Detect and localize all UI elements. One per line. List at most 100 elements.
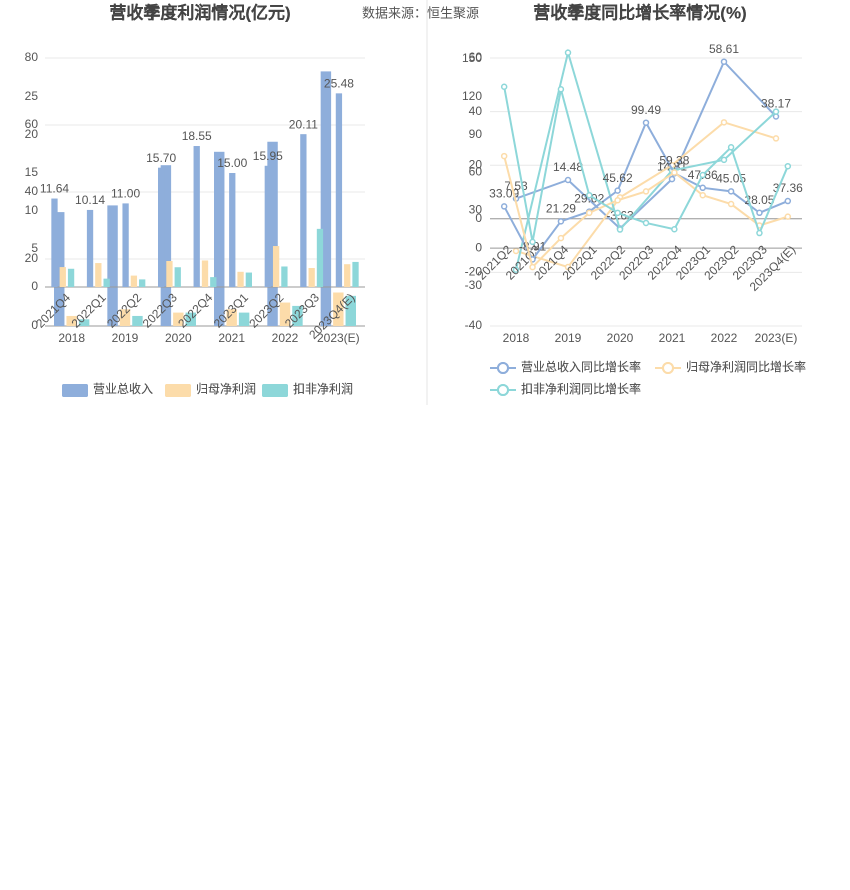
bar	[245, 272, 252, 287]
y-tick-label: 60	[469, 165, 483, 179]
bar	[86, 209, 94, 287]
data-label: 11.64	[40, 182, 69, 196]
bar	[119, 309, 131, 326]
point	[727, 200, 735, 208]
bar	[300, 134, 307, 287]
x-tick-label: 2021	[659, 331, 686, 345]
bar	[103, 278, 110, 287]
data-label: -3.63	[606, 209, 634, 223]
y-tick-label: 120	[462, 89, 482, 103]
y-tick-label: 20	[469, 157, 483, 171]
point	[500, 203, 508, 210]
point	[564, 176, 572, 184]
bar	[130, 275, 138, 287]
data-label: 21.29	[546, 201, 576, 215]
y-tick-label: 15	[25, 165, 39, 179]
bar	[267, 141, 278, 326]
point	[512, 266, 520, 273]
point	[614, 187, 621, 194]
data-label: 15.95	[253, 149, 283, 163]
legend-swatch	[497, 362, 509, 374]
point	[671, 169, 678, 176]
bar	[122, 203, 129, 287]
data-label: 14.48	[553, 160, 583, 174]
bar	[292, 305, 303, 326]
bar	[139, 279, 146, 287]
y-tick-label: 0	[475, 240, 482, 254]
point	[586, 209, 593, 217]
legend-label: 营业总收入同比增长率	[521, 359, 641, 374]
y-tick-label: 0	[475, 211, 482, 225]
bar	[214, 151, 225, 326]
y-tick-label: -30	[465, 278, 483, 292]
point	[614, 209, 621, 217]
legend-swatch	[62, 384, 88, 397]
point	[668, 175, 676, 183]
data-label: 45.05	[716, 172, 746, 186]
point	[720, 119, 728, 126]
point	[557, 234, 565, 242]
point	[529, 238, 536, 246]
point	[699, 191, 706, 199]
point	[784, 162, 792, 170]
y-tick-label: 10	[25, 203, 39, 217]
point	[500, 152, 508, 160]
point	[500, 83, 508, 90]
line	[515, 121, 777, 269]
bar	[201, 260, 209, 287]
chart-title: 营收季度利润情况(亿元)	[109, 2, 290, 22]
bar	[54, 212, 65, 326]
bar	[173, 312, 184, 326]
bar	[226, 309, 237, 326]
point	[512, 247, 520, 255]
bar	[160, 165, 172, 326]
source: 数据来源：恒生聚源	[362, 5, 479, 20]
legend-swatch	[165, 384, 191, 397]
x-tick-label: 2019	[555, 331, 582, 345]
data-label: 25.48	[324, 77, 354, 91]
bar	[320, 71, 332, 327]
data-label: 59.38	[659, 153, 689, 167]
point	[564, 263, 572, 271]
x-tick-label: 2020	[165, 331, 192, 345]
chart-title: 营收季度同比增长率情况(%)	[533, 2, 746, 22]
x-tick-label: 2023(E)	[755, 331, 798, 345]
data-label: 11.00	[111, 187, 140, 201]
y-tick-label: 80	[25, 50, 39, 64]
y-tick-label: 0	[31, 279, 38, 293]
legend-label: 归母净利润同比增长率	[686, 359, 806, 374]
bar	[107, 205, 118, 326]
x-tick-label: 2019	[112, 331, 139, 345]
point	[586, 191, 593, 199]
point	[772, 135, 780, 142]
bar	[237, 271, 244, 287]
legend-label: 营业总收入	[93, 382, 153, 396]
bar	[158, 167, 165, 287]
chart-title: 营收年度同比增长率情况(%)	[533, 2, 746, 22]
data-label: 15.00	[217, 156, 247, 170]
y-tick-label: -40	[465, 318, 483, 332]
y-tick-label: 20	[25, 251, 39, 265]
y-tick-label: 90	[469, 127, 483, 141]
bar	[279, 302, 291, 326]
data-label: 58.61	[709, 42, 739, 56]
legend-label: 扣非净利润同比增长率	[521, 381, 641, 396]
y-tick-label: 0	[31, 318, 38, 332]
point	[727, 144, 735, 151]
point	[642, 119, 650, 126]
point	[699, 171, 706, 179]
bar	[166, 261, 173, 287]
bar	[210, 277, 217, 287]
bar	[272, 246, 280, 287]
y-tick-label: 5	[31, 241, 38, 255]
data-label: 15.70	[146, 151, 176, 165]
bar	[193, 146, 200, 287]
y-tick-label: 20	[25, 127, 39, 141]
y-tick-label: -20	[465, 265, 483, 279]
bar	[51, 198, 58, 287]
point	[784, 197, 792, 205]
y-tick-label: 30	[469, 203, 483, 217]
bar	[316, 228, 324, 287]
legend-swatch	[662, 362, 674, 374]
